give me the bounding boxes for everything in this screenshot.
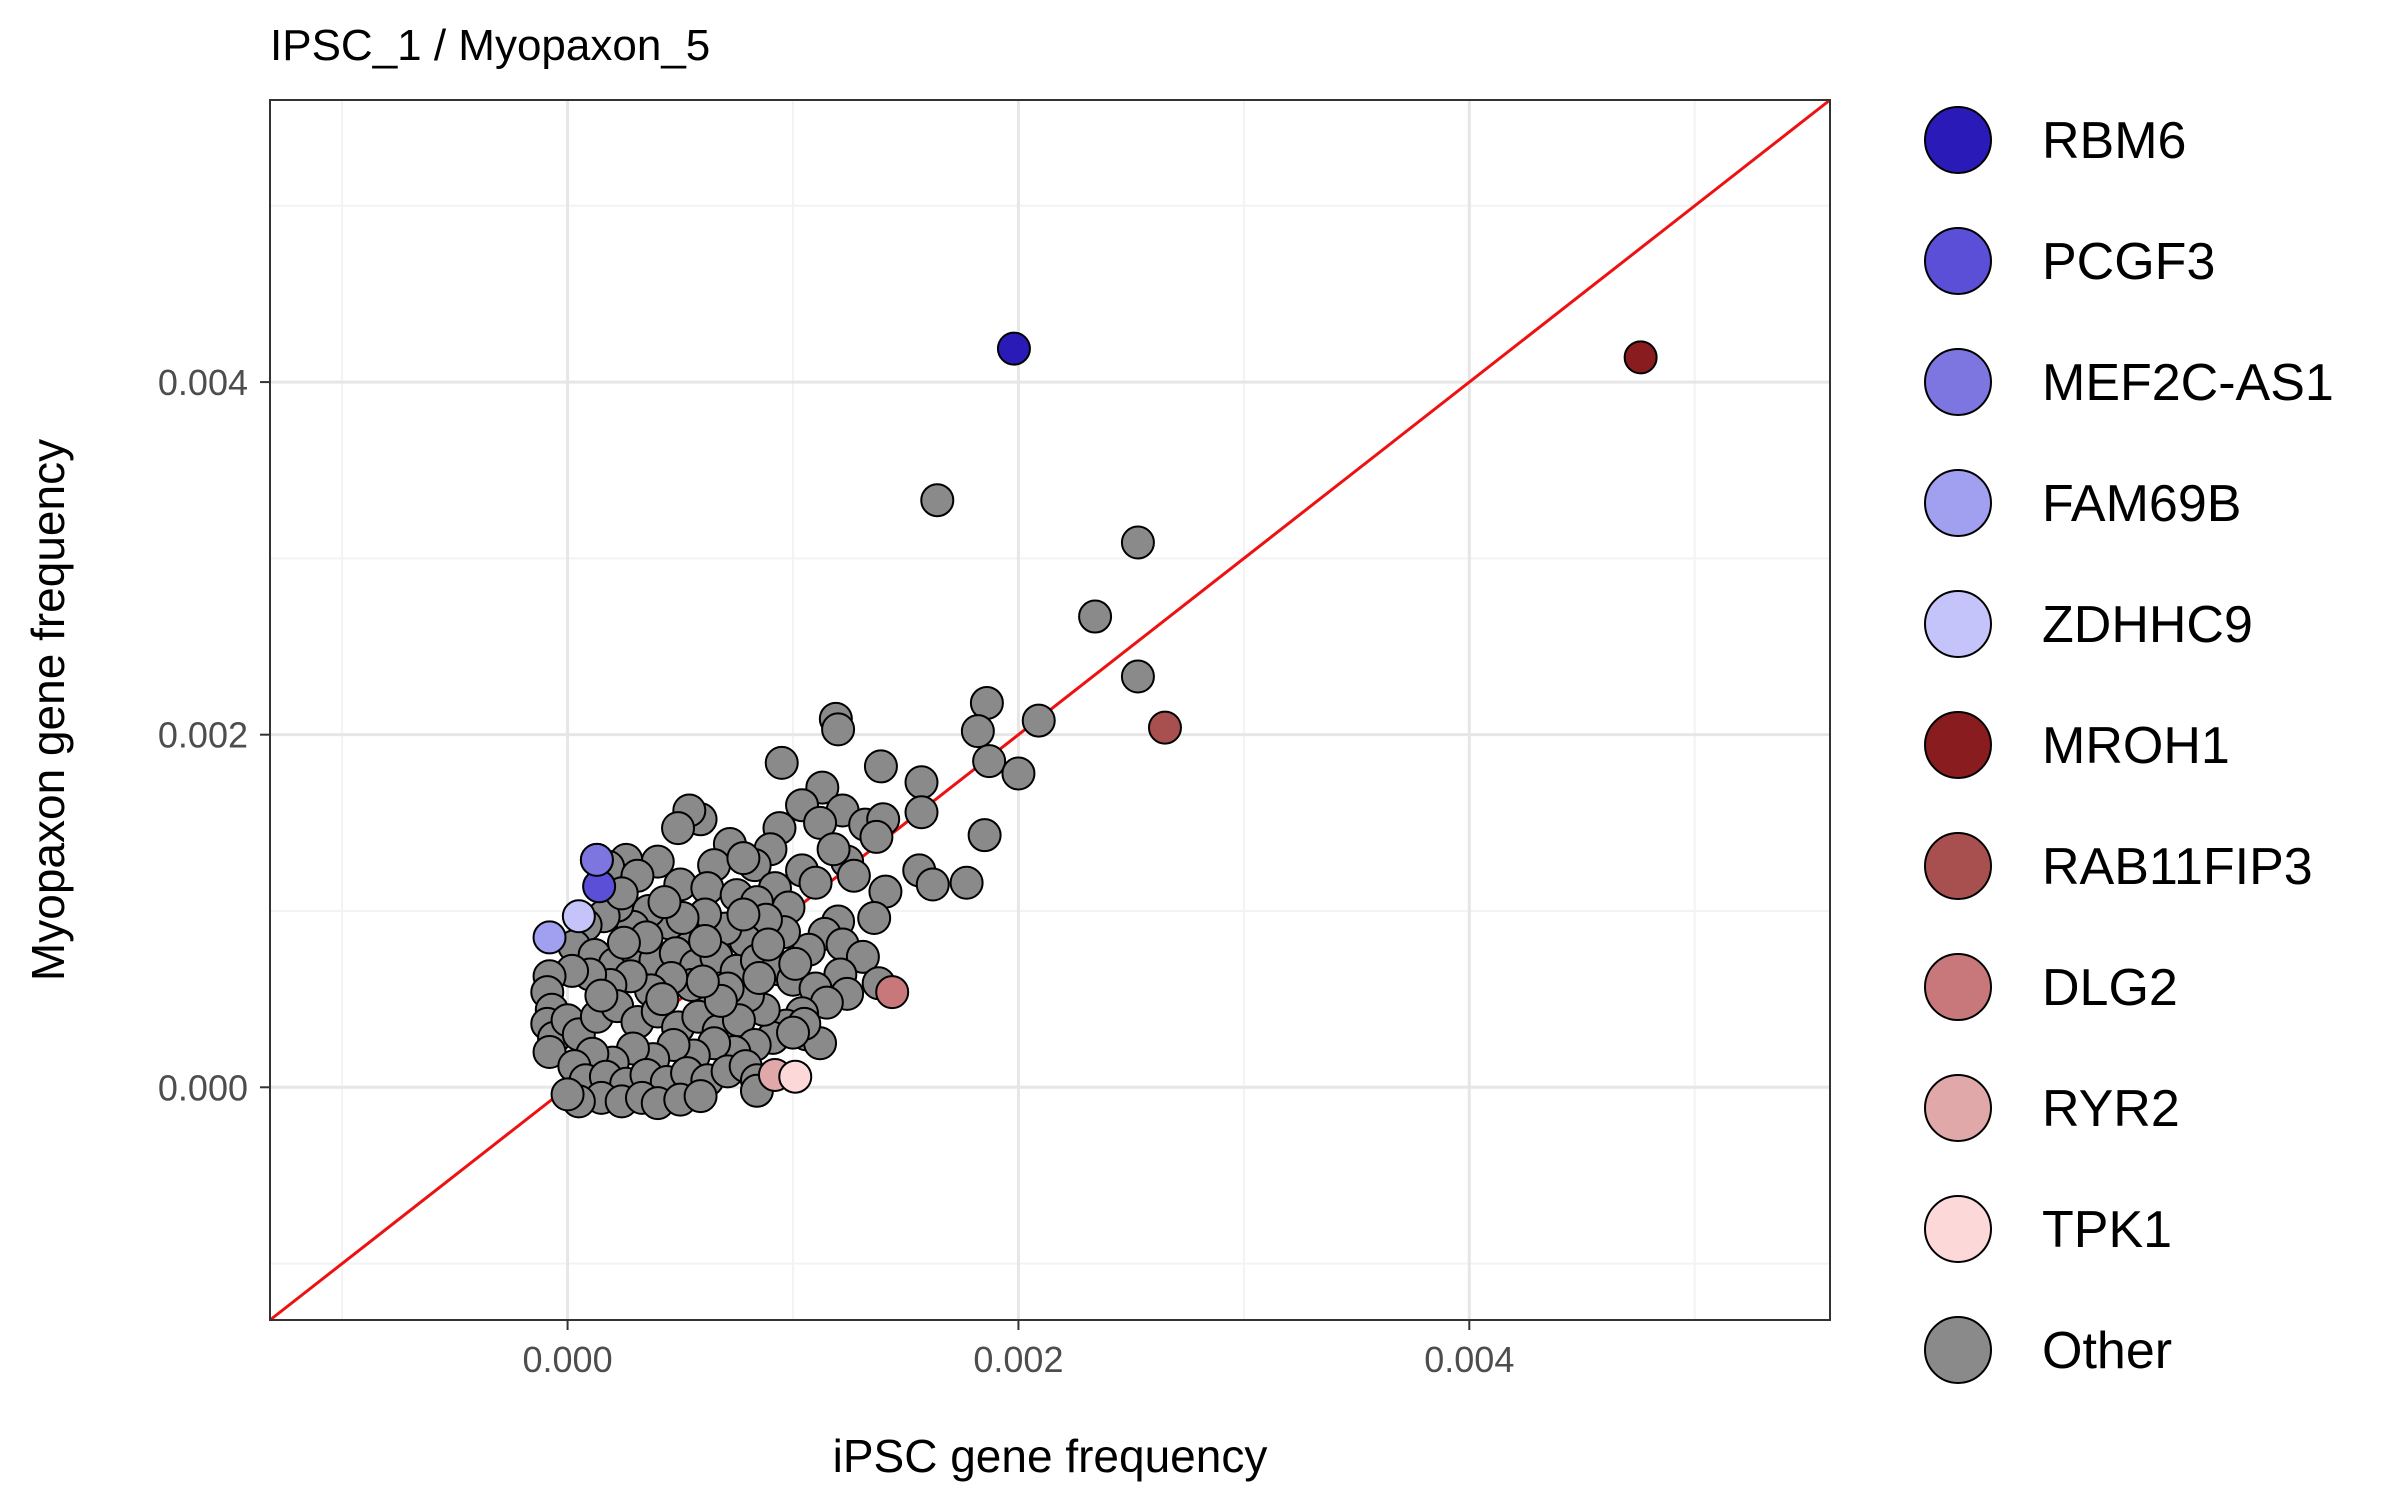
chart-title: IPSC_1 / Myopaxon_5	[270, 21, 710, 70]
data-point-other	[550, 1077, 585, 1112]
data-point-other	[1001, 756, 1036, 791]
legend-label-tpk1: TPK1	[2042, 1201, 2172, 1259]
data-point-other	[647, 885, 682, 920]
highlighted-points-layer	[532, 331, 1658, 1094]
data-point-other	[584, 978, 619, 1013]
other-points-layer	[530, 483, 1155, 1121]
y-axis-ticks: 0.000 0.002 0.004	[158, 362, 270, 1108]
legend-label-rab11fip3: RAB11FIP3	[2042, 838, 2313, 896]
data-point-other	[960, 714, 995, 749]
data-point-fam69b	[532, 920, 567, 955]
data-point-other	[776, 1015, 811, 1050]
legend-label-fam69b: FAM69B	[2042, 475, 2241, 533]
data-point-dlg2	[875, 975, 910, 1010]
data-point-other	[688, 923, 723, 958]
data-point-other	[859, 819, 894, 854]
legend-key-rab11fip3	[1924, 832, 1992, 900]
legend-label-ryr2: RYR2	[2042, 1080, 2180, 1138]
data-point-other	[1120, 659, 1155, 694]
x-tick-label: 0.004	[1424, 1339, 1514, 1380]
legend-key-zdhhc9	[1924, 590, 1992, 658]
data-point-mroh1	[1623, 340, 1658, 375]
legend-label-dlg2: DLG2	[2042, 959, 2178, 1017]
data-point-other	[920, 483, 955, 518]
data-point-other	[778, 946, 813, 981]
data-point-other	[1120, 525, 1155, 560]
y-axis-title: Myopaxon gene frequency	[22, 439, 74, 981]
data-point-zdhhc9	[561, 899, 596, 934]
y-tick-label: 0.004	[158, 362, 248, 403]
legend-key-ryr2	[1924, 1074, 1992, 1142]
data-point-other	[836, 858, 871, 893]
legend-label-mroh1: MROH1	[2042, 717, 2230, 775]
data-point-other	[751, 927, 786, 962]
data-point-other	[683, 1079, 718, 1114]
data-point-other	[967, 818, 1002, 853]
data-point-other	[949, 865, 984, 900]
data-point-tpk1	[778, 1059, 813, 1094]
data-point-mef2c-as1	[579, 842, 614, 877]
legend: RBM6 PCGF3 MEF2C-AS1 FAM69B ZDHHC9 MROH1 RAB11…	[1924, 106, 2334, 1384]
data-point-other	[915, 867, 950, 902]
data-point-other	[661, 811, 696, 846]
data-point-other	[1078, 599, 1113, 634]
data-point-other	[969, 685, 1004, 720]
x-axis-title: iPSC gene frequency	[833, 1430, 1268, 1482]
data-point-other	[816, 832, 851, 867]
legend-key-other	[1924, 1316, 1992, 1384]
legend-key-dlg2	[1924, 953, 1992, 1021]
y-tick-label: 0.000	[158, 1067, 248, 1108]
legend-label-pcgf3: PCGF3	[2042, 233, 2215, 291]
data-point-other	[821, 712, 856, 747]
legend-label-rbm6: RBM6	[2042, 112, 2186, 170]
data-point-other	[904, 795, 939, 830]
legend-key-fam69b	[1924, 469, 1992, 537]
grid-lines	[270, 100, 1830, 1320]
x-tick-label: 0.000	[523, 1339, 613, 1380]
x-axis-ticks: 0.000 0.002 0.004	[523, 1320, 1514, 1380]
data-point-other	[798, 865, 833, 900]
legend-key-rbm6	[1924, 106, 1992, 174]
data-point-other	[764, 745, 799, 780]
data-point-other	[726, 897, 761, 932]
data-point-other	[904, 765, 939, 800]
data-point-other	[845, 939, 880, 974]
legend-label-other: Other	[2042, 1322, 2172, 1380]
data-point-rab11fip3	[1147, 710, 1182, 745]
data-point-other	[972, 744, 1007, 779]
legend-key-mroh1	[1924, 711, 1992, 779]
data-point-other	[606, 925, 641, 960]
data-point-other	[742, 960, 777, 995]
data-point-other	[645, 982, 680, 1017]
data-point-other	[685, 964, 720, 999]
data-point-other	[726, 841, 761, 876]
data-point-other	[803, 805, 838, 840]
legend-key-mef2c-as1	[1924, 348, 1992, 416]
legend-key-pcgf3	[1924, 227, 1992, 295]
data-point-other	[863, 749, 898, 784]
data-point-rbm6	[996, 331, 1031, 366]
legend-key-tpk1	[1924, 1195, 1992, 1263]
legend-label-mef2c-as1: MEF2C-AS1	[2042, 354, 2334, 412]
legend-label-zdhhc9: ZDHHC9	[2042, 596, 2253, 654]
data-point-other	[1021, 703, 1056, 738]
x-tick-label: 0.002	[973, 1339, 1063, 1380]
data-point-other	[857, 901, 892, 936]
plot-panel-border	[269, 99, 1831, 1321]
y-tick-label: 0.002	[158, 715, 248, 756]
